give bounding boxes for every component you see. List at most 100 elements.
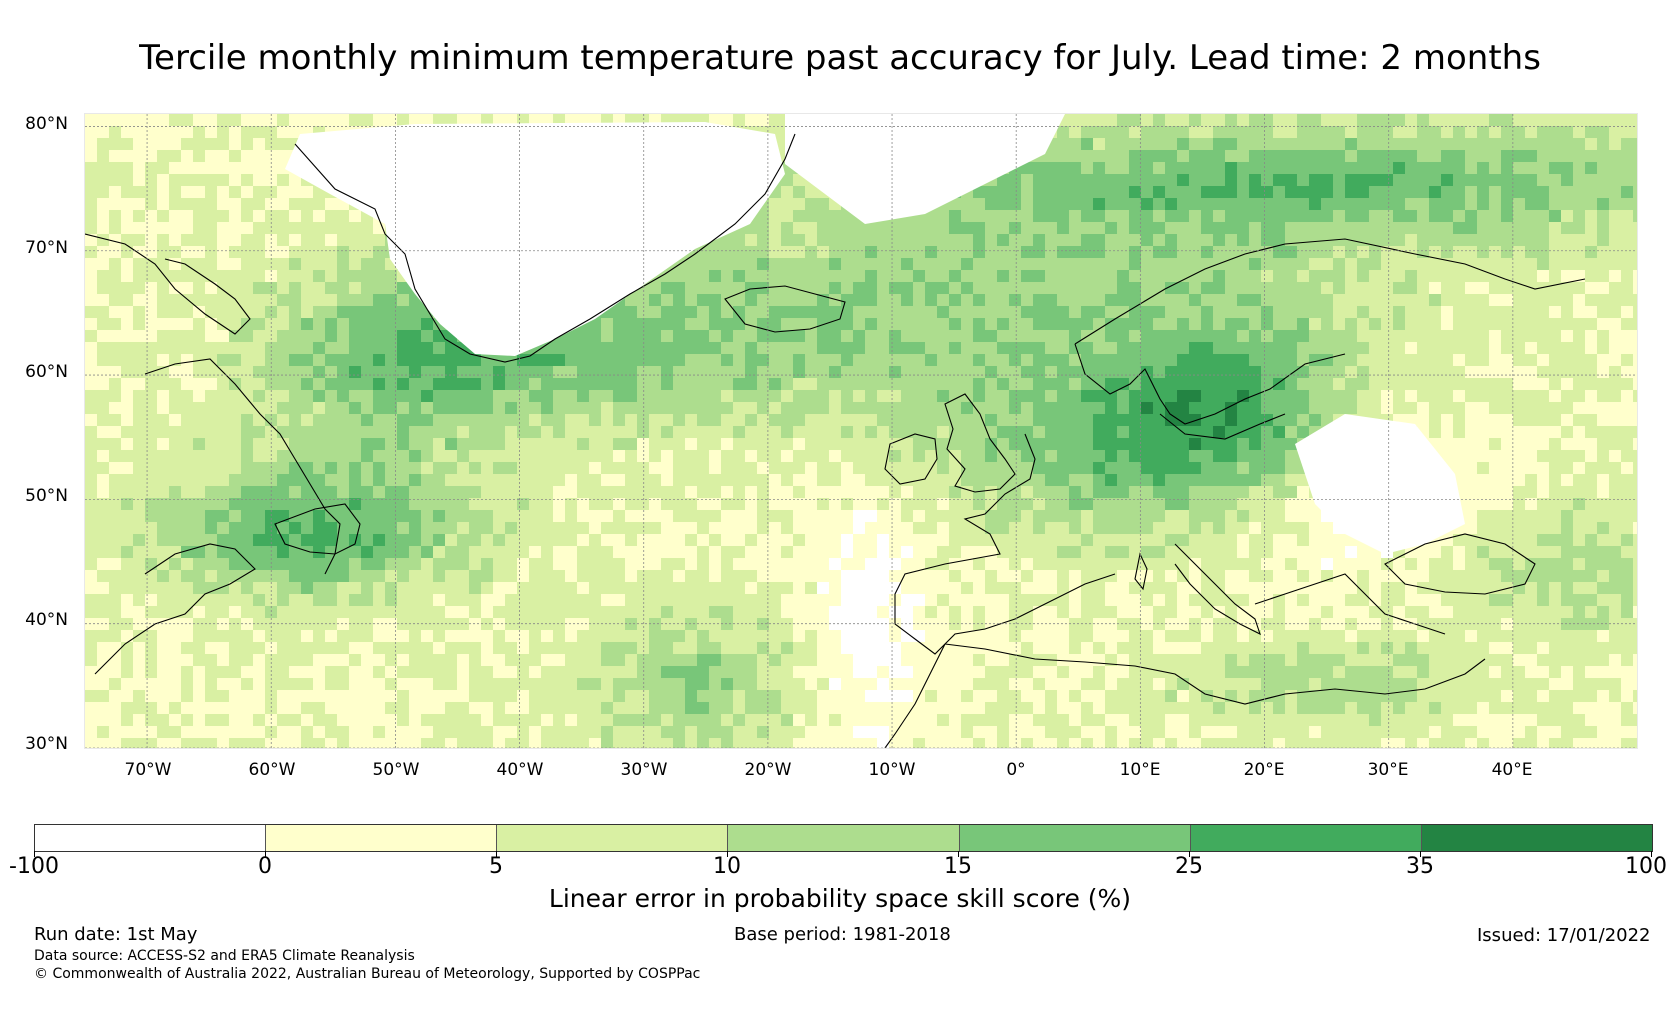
skill-cell	[1297, 318, 1309, 330]
skill-cell	[1081, 270, 1093, 282]
skill-cell	[1417, 390, 1429, 402]
skill-cell	[577, 402, 589, 414]
skill-cell	[913, 282, 925, 294]
skill-cell	[325, 510, 337, 522]
skill-cell	[577, 498, 589, 510]
skill-cell	[1573, 402, 1585, 414]
skill-cell	[1525, 402, 1537, 414]
skill-cell	[637, 402, 649, 414]
skill-cell	[361, 534, 373, 546]
skill-cell	[1609, 510, 1621, 522]
skill-cell	[565, 450, 577, 462]
skill-cell	[385, 462, 397, 474]
skill-cell	[661, 390, 673, 402]
skill-cell	[157, 402, 169, 414]
skill-cell	[1153, 438, 1165, 450]
skill-cell	[1117, 342, 1129, 354]
skill-cell	[541, 534, 553, 546]
skill-cell	[925, 234, 937, 246]
skill-cell	[1465, 186, 1477, 198]
skill-cell	[1333, 534, 1345, 546]
skill-cell	[1273, 174, 1285, 186]
skill-cell	[1453, 294, 1465, 306]
skill-cell	[1201, 486, 1213, 498]
skill-cell	[373, 426, 385, 438]
skill-cell	[1201, 426, 1213, 438]
skill-cell	[1381, 402, 1393, 414]
skill-cell	[781, 402, 793, 414]
skill-cell	[157, 546, 169, 558]
skill-cell	[325, 114, 337, 126]
skill-cell	[277, 486, 289, 498]
skill-cell	[913, 510, 925, 522]
skill-cell	[421, 438, 433, 450]
skill-cell	[1021, 510, 1033, 522]
skill-cell	[481, 390, 493, 402]
skill-cell	[1129, 426, 1141, 438]
skill-cell	[1393, 186, 1405, 198]
skill-cell	[973, 414, 985, 426]
skill-cell	[1477, 378, 1489, 390]
skill-cell	[361, 378, 373, 390]
skill-cell	[493, 534, 505, 546]
skill-cell	[757, 546, 769, 558]
skill-cell	[1405, 162, 1417, 174]
skill-cell	[1165, 402, 1177, 414]
skill-cell	[313, 246, 325, 258]
skill-cell	[733, 318, 745, 330]
skill-cell	[1573, 354, 1585, 366]
skill-cell	[1069, 378, 1081, 390]
skill-cell	[913, 294, 925, 306]
skill-cell	[1309, 162, 1321, 174]
skill-cell	[1105, 510, 1117, 522]
skill-cell	[1309, 558, 1321, 570]
skill-cell	[1609, 210, 1621, 222]
skill-cell	[1393, 174, 1405, 186]
skill-cell	[109, 162, 121, 174]
skill-cell	[397, 318, 409, 330]
skill-cell	[733, 114, 745, 126]
skill-cell	[757, 462, 769, 474]
skill-cell	[769, 534, 781, 546]
skill-cell	[1465, 306, 1477, 318]
skill-cell	[1489, 126, 1501, 138]
skill-cell	[1213, 330, 1225, 342]
skill-cell	[205, 474, 217, 486]
skill-cell	[733, 510, 745, 522]
skill-cell	[385, 486, 397, 498]
skill-cell	[1621, 306, 1633, 318]
skill-cell	[757, 234, 769, 246]
skill-cell	[433, 426, 445, 438]
skill-cell	[133, 174, 145, 186]
skill-cell	[1153, 366, 1165, 378]
skill-cell	[1261, 558, 1273, 570]
skill-cell	[133, 570, 145, 582]
skill-cell	[169, 186, 181, 198]
skill-cell	[97, 306, 109, 318]
skill-cell	[1621, 282, 1633, 294]
skill-cell	[409, 570, 421, 582]
skill-cell	[1309, 270, 1321, 282]
skill-cell	[349, 402, 361, 414]
skill-cell	[949, 246, 961, 258]
skill-cell	[1561, 498, 1573, 510]
skill-cell	[217, 222, 229, 234]
skill-cell	[1489, 162, 1501, 174]
skill-cell	[337, 402, 349, 414]
skill-cell	[1381, 318, 1393, 330]
skill-cell	[973, 282, 985, 294]
skill-cell	[133, 282, 145, 294]
skill-cell	[829, 426, 841, 438]
skill-cell	[1009, 222, 1021, 234]
skill-cell	[1405, 198, 1417, 210]
skill-cell	[1141, 546, 1153, 558]
skill-cell	[145, 318, 157, 330]
skill-cell	[1297, 162, 1309, 174]
skill-cell	[409, 558, 421, 570]
skill-cell	[1525, 450, 1537, 462]
skill-cell	[805, 414, 817, 426]
skill-cell	[781, 246, 793, 258]
skill-cell	[205, 294, 217, 306]
skill-cell	[937, 462, 949, 474]
skill-cell	[1273, 114, 1285, 126]
